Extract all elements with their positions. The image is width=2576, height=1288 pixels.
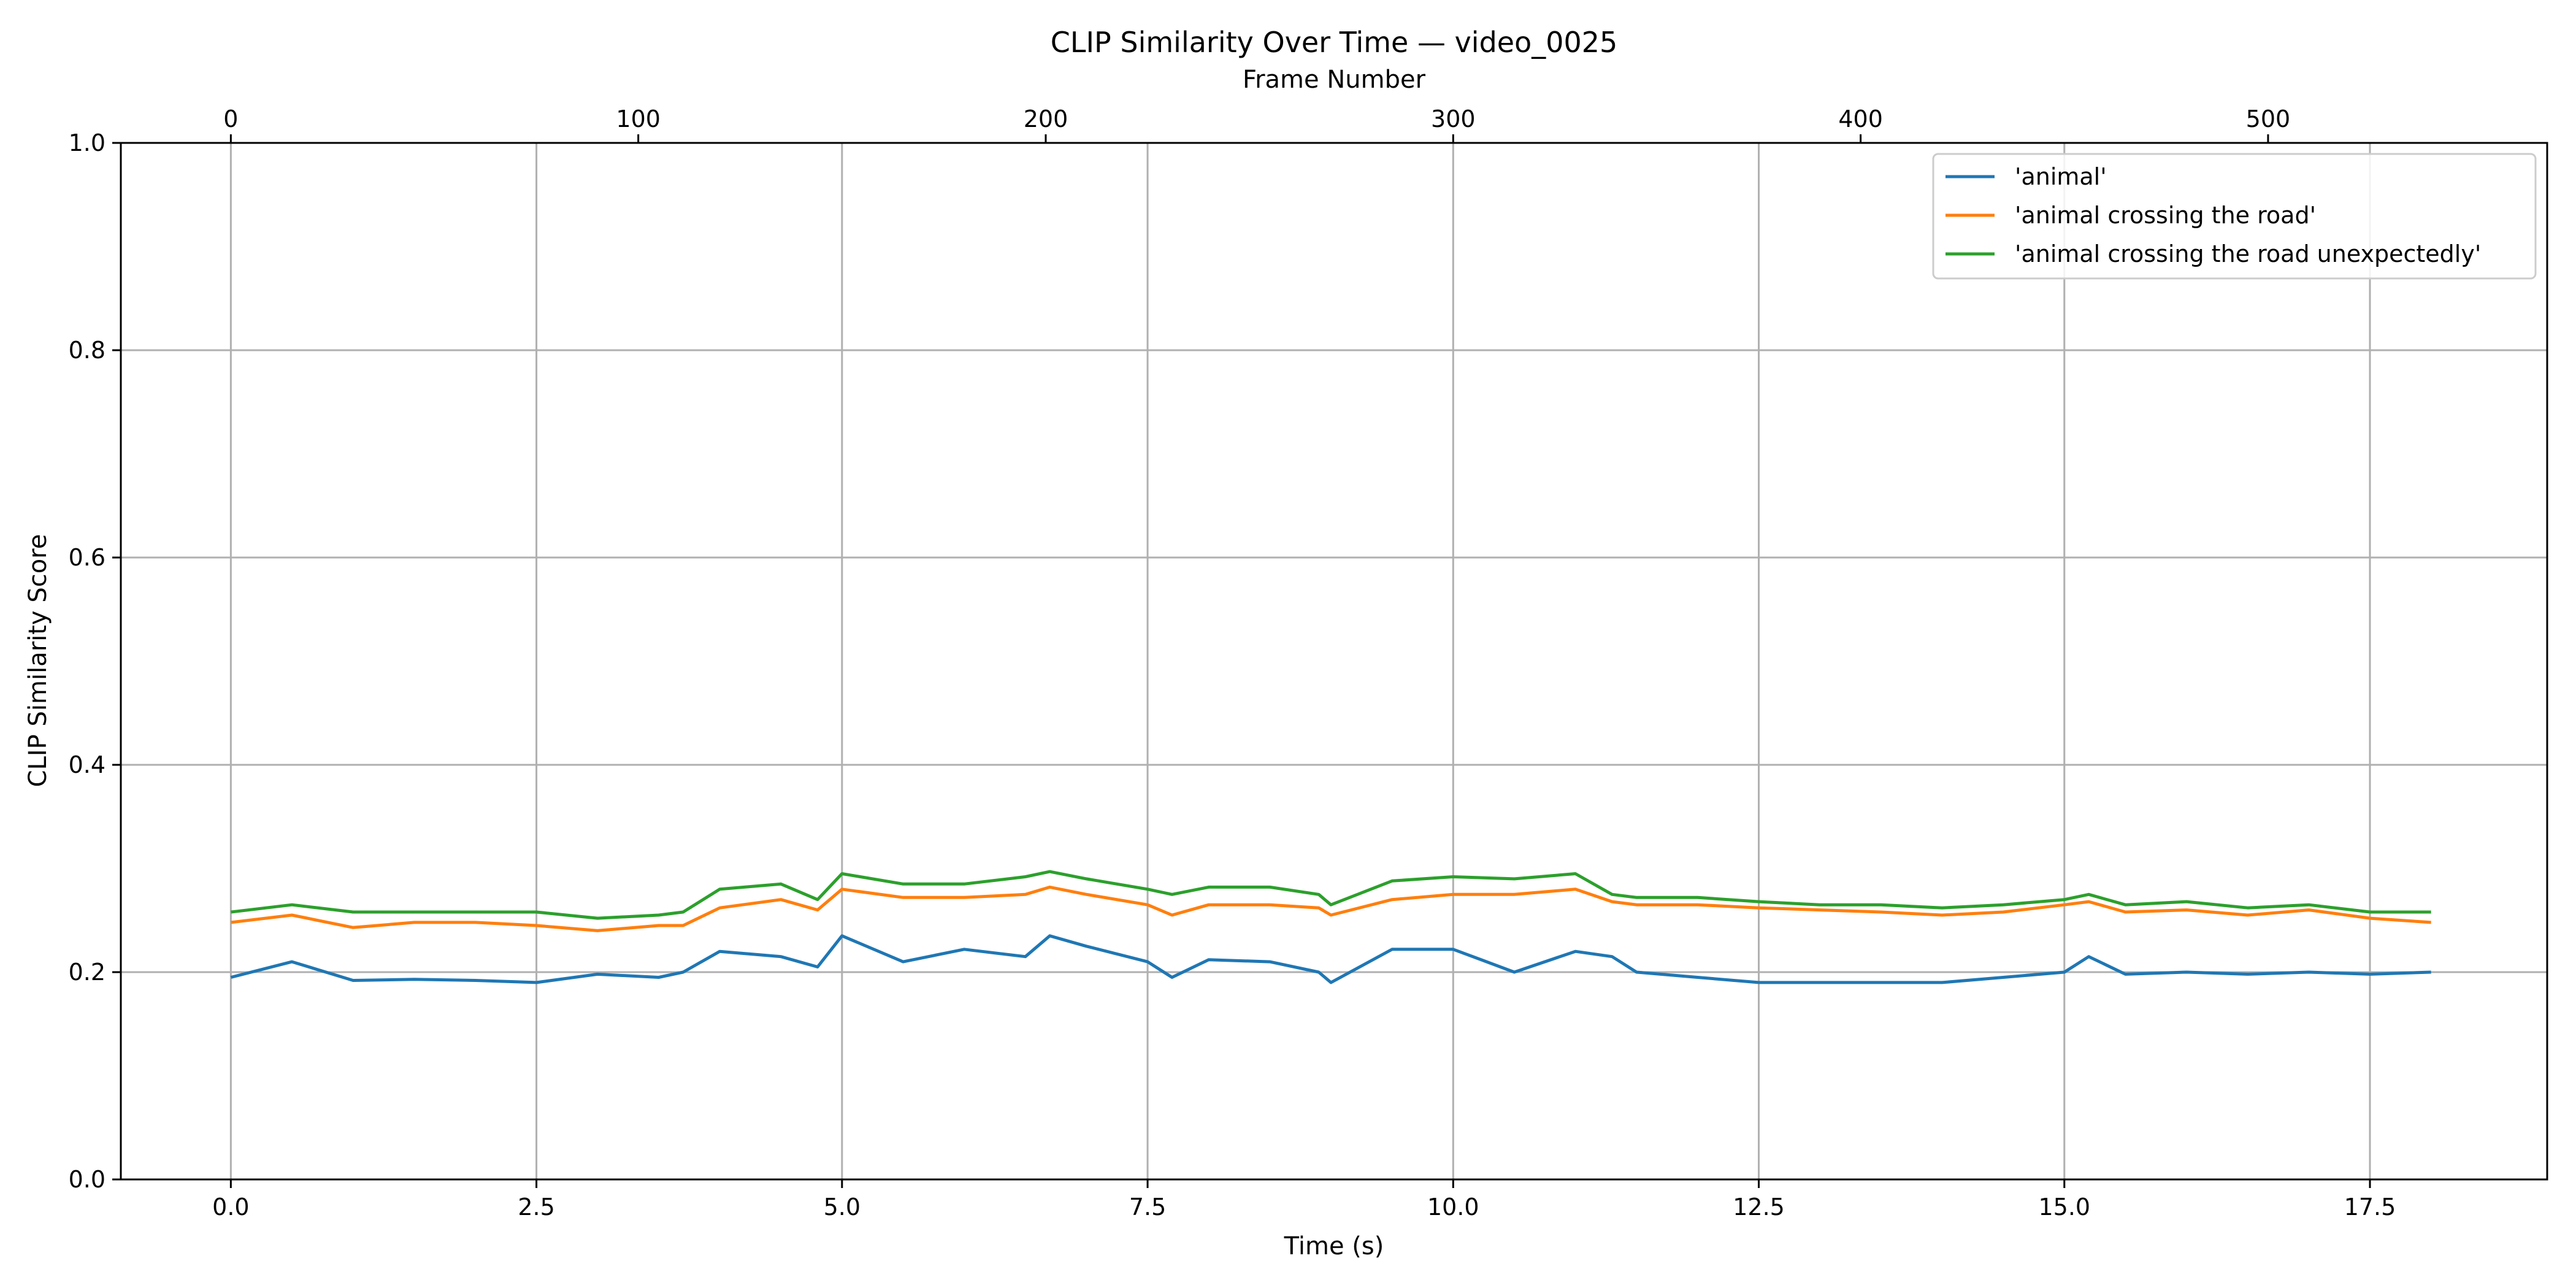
legend-label: 'animal crossing the road unexpectedly' xyxy=(2015,240,2481,267)
chart-title: CLIP Similarity Over Time — video_0025 xyxy=(1051,26,1618,59)
x2-tick-label: 400 xyxy=(1838,105,1883,132)
x2-tick-label: 0 xyxy=(223,105,238,132)
y-tick-label: 0.2 xyxy=(69,959,105,986)
x-tick-label: 7.5 xyxy=(1129,1194,1166,1221)
legend: 'animal' 'animal crossing the road' 'anima… xyxy=(1932,153,2537,280)
legend-label: 'animal' xyxy=(2015,163,2107,190)
x-tick-label: 2.5 xyxy=(518,1194,554,1221)
y-tick-label: 0.8 xyxy=(69,337,105,364)
grid xyxy=(121,142,2547,1181)
y-axis-label: CLIP Similarity Score xyxy=(24,534,52,788)
axis-ticks: 0.0 2.5 5.0 7.5 10.0 12.5 15.0 17.5 0.0 0.2 0.4 0.6… xyxy=(69,105,2396,1221)
series-lines xyxy=(230,870,2431,984)
x2-tick-label: 500 xyxy=(2246,105,2291,132)
series-line xyxy=(230,934,2431,984)
x2-tick-label: 100 xyxy=(616,105,661,132)
y-tick-label: 0.4 xyxy=(69,751,105,778)
plot-frame xyxy=(120,142,2548,1181)
x-tick-label: 12.5 xyxy=(1733,1194,1785,1221)
x2-tick-label: 200 xyxy=(1024,105,1068,132)
x-tick-label: 5.0 xyxy=(824,1194,861,1221)
series-line xyxy=(231,870,2431,920)
x-tick-label: 0.0 xyxy=(212,1194,249,1221)
y-tick-label: 1.0 xyxy=(69,129,105,156)
x-axis-label: Time (s) xyxy=(1284,1232,1384,1260)
x-tick-label: 17.5 xyxy=(2344,1194,2396,1221)
y-tick-label: 0.0 xyxy=(69,1166,105,1193)
x-tick-label: 15.0 xyxy=(2038,1194,2090,1221)
x2-tick-label: 300 xyxy=(1431,105,1476,132)
y-tick-label: 0.6 xyxy=(69,544,105,571)
x2-axis-label: Frame Number xyxy=(1243,66,1426,94)
x-tick-label: 10.0 xyxy=(1427,1194,1479,1221)
legend-box xyxy=(1932,153,2537,280)
legend-label: 'animal crossing the road' xyxy=(2015,202,2316,229)
series-line xyxy=(231,885,2431,932)
